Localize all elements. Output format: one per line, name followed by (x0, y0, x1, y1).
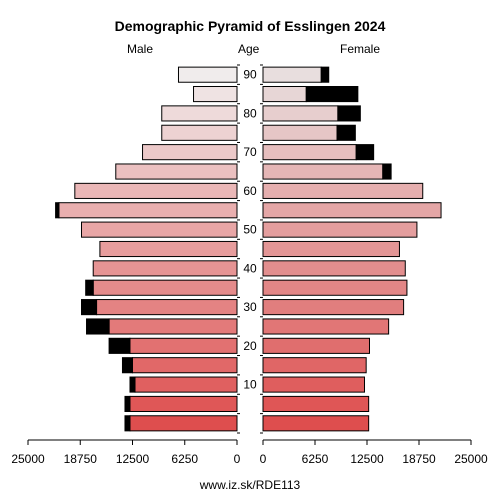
female-bar-25-29 (262, 318, 390, 335)
female-foreign-bar-80-84 (337, 105, 361, 122)
female-bar-15-19 (262, 357, 367, 374)
male-label: Male (127, 42, 154, 56)
male-foreign-bar-20-24 (108, 337, 131, 354)
x-tick-label-left: 12500 (116, 452, 150, 466)
female-bar-30-34 (262, 299, 405, 316)
female-foreign-bar-90+ (320, 66, 330, 83)
male-bar-0-4 (129, 415, 238, 432)
male-foreign-bar-35-39 (85, 279, 94, 296)
female-bar-85-89 (262, 85, 307, 103)
male-bar-35-39 (92, 279, 238, 296)
age-tick-label: 50 (243, 223, 257, 237)
female-bar-10-14 (262, 376, 366, 393)
x-tick-label-right: 6250 (302, 452, 329, 466)
age-tick-label: 30 (243, 300, 257, 314)
male-foreign-bar-25-29 (86, 318, 110, 335)
chart-title: Demographic Pyramid of Esslingen 2024 (114, 18, 386, 34)
male-bar-25-29 (108, 318, 238, 335)
x-tick-label-left: 6250 (171, 452, 198, 466)
female-bar-35-39 (262, 279, 408, 296)
source-footer: www.iz.sk/RDE113 (199, 478, 301, 492)
male-foreign-bar-15-19 (121, 357, 134, 374)
age-tick-label: 10 (243, 378, 257, 392)
female-label: Female (340, 42, 381, 56)
female-foreign-bar-75-79 (336, 124, 356, 141)
male-foreign-bar-30-34 (81, 299, 98, 316)
x-tick-label-right: 18750 (402, 452, 436, 466)
female-bar-40-44 (262, 260, 406, 277)
male-bar-10-14 (134, 376, 238, 393)
x-tick-label-right: 0 (260, 452, 267, 466)
male-bar-5-9 (129, 395, 238, 413)
age-label: Age (238, 42, 260, 56)
age-tick-label: 90 (243, 68, 257, 82)
age-tick-label: 70 (243, 145, 257, 159)
age-tick-label: 60 (243, 184, 257, 198)
female-bar-50-54 (262, 221, 418, 238)
male-foreign-bar-55-59 (55, 202, 60, 219)
female-foreign-bar-65-69 (382, 163, 392, 180)
male-bar-40-44 (92, 260, 238, 277)
female-bar-55-59 (262, 202, 442, 219)
male-bar-20-24 (129, 337, 238, 354)
age-tick-label: 80 (243, 106, 257, 120)
female-foreign-bar-85-89 (305, 85, 359, 103)
female-foreign-bar-70-74 (355, 144, 375, 161)
male-bar-60-64 (74, 182, 238, 199)
male-bar-80-84 (161, 105, 238, 122)
female-bar-70-74 (262, 144, 357, 161)
male-bar-30-34 (96, 299, 238, 316)
female-bar-75-79 (262, 124, 338, 141)
female-bar-5-9 (262, 395, 370, 413)
male-bar-75-79 (161, 124, 238, 141)
male-foreign-bar-5-9 (124, 395, 131, 413)
male-bar-50-54 (81, 221, 238, 238)
male-bar-65-69 (115, 163, 238, 180)
male-bar-85-89 (193, 85, 238, 103)
age-tick-label: 40 (243, 261, 257, 275)
female-bar-80-84 (262, 105, 339, 122)
female-bar-65-69 (262, 163, 384, 180)
x-tick-label-right: 25000 (454, 452, 488, 466)
male-bar-70-74 (142, 144, 238, 161)
x-tick-label-right: 12500 (350, 452, 384, 466)
female-bar-0-4 (262, 415, 370, 432)
male-foreign-bar-0-4 (124, 415, 131, 432)
age-tick-label: 20 (243, 339, 257, 353)
x-tick-label-left: 25000 (11, 452, 45, 466)
male-bar-55-59 (58, 202, 238, 219)
x-tick-label-left: 0 (234, 452, 241, 466)
x-tick-label-left: 18750 (64, 452, 98, 466)
female-bar-60-64 (262, 182, 424, 199)
female-bar-45-49 (262, 240, 400, 258)
male-bar-90+ (177, 66, 238, 83)
male-bar-45-49 (99, 240, 238, 258)
male-bar-15-19 (132, 357, 238, 374)
female-bar-90+ (262, 66, 322, 83)
female-bar-20-24 (262, 337, 370, 354)
male-foreign-bar-10-14 (129, 376, 136, 393)
